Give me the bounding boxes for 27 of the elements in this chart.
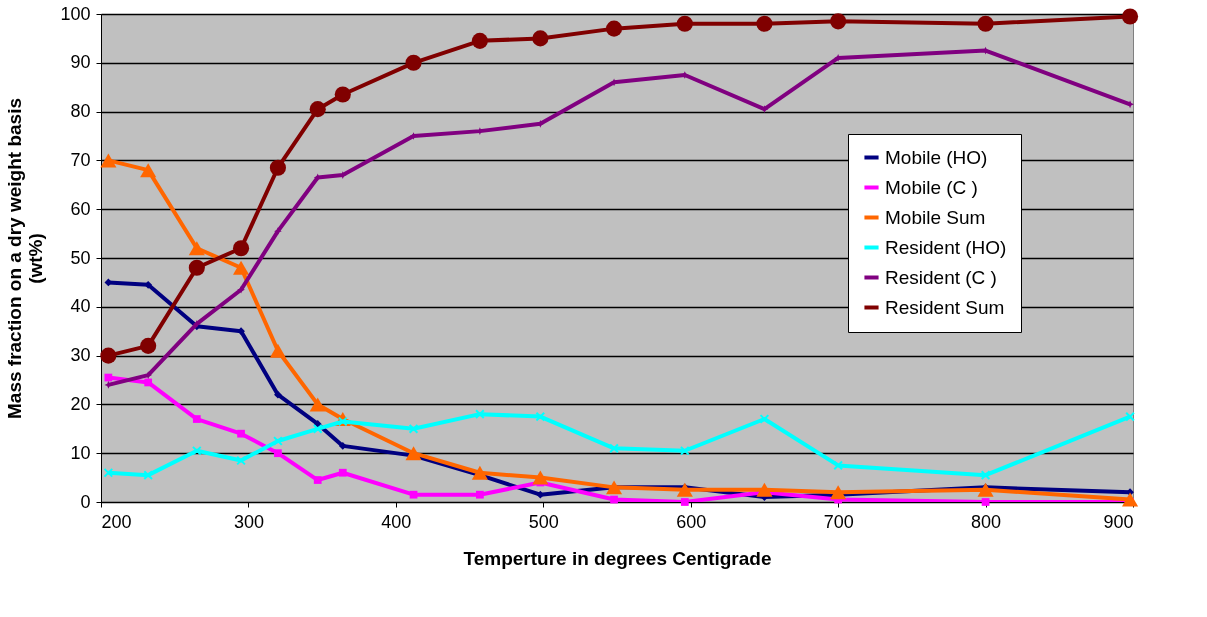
y-tick-label: 40 (70, 296, 91, 317)
y-tick-label: 70 (70, 149, 91, 170)
y-axis-title: Mass fraction on a dry weight basis (wt%) (4, 98, 47, 419)
y-tick-label: 100 (60, 3, 91, 24)
x-tick-label: 700 (823, 511, 854, 532)
y-tick-label: 80 (70, 101, 91, 122)
x-tick-label: 400 (381, 511, 412, 532)
x-tick-label: 900 (1103, 511, 1134, 532)
y-tick-label: 10 (70, 442, 91, 463)
y-tick-label: 20 (70, 393, 91, 414)
x-tick-label: 200 (101, 511, 132, 532)
legend-label: Mobile (C ) (885, 176, 978, 198)
y-tick-label: 90 (70, 52, 91, 73)
x-axis-title: Temperture in degrees Centigrade (463, 547, 772, 569)
y-tick-label: 50 (70, 247, 91, 268)
legend-label: Mobile (HO) (885, 146, 988, 168)
y-tick-label: 60 (70, 198, 91, 219)
y-tick-label: 0 (80, 491, 91, 512)
legend-label: Mobile Sum (885, 206, 986, 228)
legend-label: Resident (HO) (885, 236, 1007, 258)
x-tick-label: 500 (528, 511, 559, 532)
legend-label: Resident (C ) (885, 266, 997, 288)
y-tick-label: 30 (70, 345, 91, 366)
x-tick-label: 600 (676, 511, 707, 532)
x-tick-label: 300 (233, 511, 264, 532)
legend-label: Resident Sum (885, 296, 1005, 318)
x-tick-label: 800 (971, 511, 1002, 532)
